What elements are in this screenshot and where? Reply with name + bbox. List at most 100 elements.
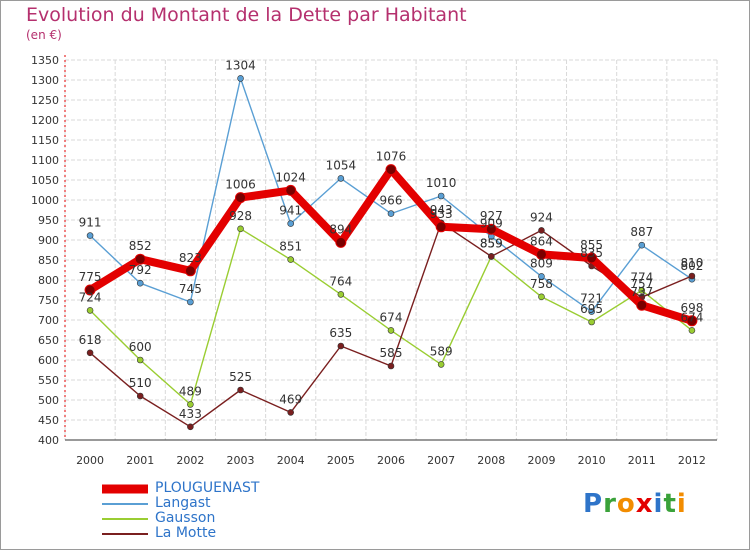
y-tick-label: 1050 [31, 174, 59, 187]
data-label-plouguenast: 894 [329, 222, 352, 236]
data-point-gausson [588, 318, 595, 326]
data-label-langast: 745 [179, 282, 202, 296]
data-point-langast [287, 220, 294, 227]
y-tick-label: 1350 [31, 54, 59, 67]
y-tick-label: 800 [38, 274, 59, 287]
data-point-plouguenast [134, 253, 146, 265]
y-tick-label: 1150 [31, 134, 59, 147]
y-tick-label: 400 [38, 434, 59, 447]
data-label-la-motte: 635 [329, 326, 352, 340]
x-tick-label: 2011 [628, 454, 656, 467]
logo-letter: r [603, 489, 617, 519]
data-label-plouguenast: 852 [129, 239, 152, 253]
data-label-gausson: 674 [380, 310, 403, 324]
data-point-la-motte [237, 386, 244, 394]
data-point-la-motte [337, 342, 345, 350]
data-label-langast: 941 [279, 204, 302, 218]
data-label-langast: 909 [480, 216, 503, 230]
legend-label-gausson: Gausson [155, 510, 216, 526]
legend-label-langast: Langast [155, 495, 211, 511]
data-point-langast [187, 298, 194, 306]
data-label-langast: 1010 [426, 176, 457, 190]
logo-letter: i [676, 489, 687, 519]
data-label-plouguenast: 775 [79, 270, 102, 284]
data-point-gausson [538, 293, 545, 301]
data-point-langast [337, 175, 345, 182]
data-point-plouguenast [485, 223, 497, 235]
data-point-plouguenast [586, 252, 598, 264]
data-point-gausson [387, 327, 395, 334]
x-tick-label: 2007 [427, 454, 455, 467]
data-point-plouguenast [235, 192, 247, 204]
data-point-gausson [437, 361, 445, 368]
data-label-la-motte: 525 [229, 370, 252, 384]
legend-swatch-langast [102, 503, 148, 505]
data-label-la-motte: 585 [380, 346, 403, 360]
legend-label-plouguenast: PLOUGUENAST [155, 480, 260, 496]
data-label-plouguenast: 864 [530, 234, 553, 248]
data-point-plouguenast [636, 299, 648, 311]
data-point-gausson [688, 327, 696, 334]
data-label-gausson: 859 [480, 236, 503, 250]
data-point-gausson [86, 307, 94, 314]
data-point-gausson [287, 256, 294, 263]
data-point-la-motte [387, 362, 395, 370]
data-label-plouguenast: 855 [580, 238, 603, 252]
data-label-plouguenast: 1006 [225, 178, 256, 192]
data-label-langast: 721 [580, 292, 603, 306]
data-label-plouguenast: 927 [480, 209, 503, 223]
x-tick-label: 2010 [578, 454, 606, 467]
data-label-langast: 792 [129, 263, 152, 277]
data-point-gausson [237, 225, 244, 233]
data-label-plouguenast: 1076 [376, 150, 407, 164]
data-point-plouguenast [335, 236, 347, 248]
data-point-gausson [187, 401, 194, 408]
y-tick-label: 550 [38, 374, 59, 387]
data-label-gausson: 774 [630, 270, 653, 284]
data-label-langast: 802 [680, 259, 703, 273]
y-tick-label: 900 [38, 234, 59, 247]
data-label-plouguenast: 933 [430, 207, 453, 221]
y-tick-label: 1000 [31, 194, 59, 207]
legend-label-la-motte: La Motte [155, 525, 217, 541]
data-point-gausson [638, 287, 646, 294]
data-label-la-motte: 618 [79, 333, 102, 347]
legend-swatch-plouguenast [102, 484, 148, 494]
x-tick-label: 2001 [126, 454, 154, 467]
data-label-gausson: 758 [530, 277, 553, 291]
data-label-plouguenast: 737 [630, 285, 653, 299]
y-tick-label: 1200 [31, 114, 59, 127]
y-tick-label: 500 [38, 394, 59, 407]
data-label-langast: 809 [530, 256, 553, 270]
data-point-plouguenast [84, 284, 96, 296]
data-label-langast: 1054 [326, 158, 357, 172]
x-tick-label: 2003 [227, 454, 255, 467]
data-point-langast [136, 279, 144, 287]
data-point-la-motte [187, 423, 194, 431]
y-tick-label: 450 [38, 414, 59, 427]
y-tick-label: 850 [38, 254, 59, 267]
x-tick-label: 2009 [527, 454, 555, 467]
data-label-gausson: 764 [329, 274, 352, 288]
x-tick-label: 2004 [277, 454, 305, 467]
y-tick-label: 650 [38, 334, 59, 347]
data-label-gausson: 851 [279, 240, 302, 254]
data-point-la-motte [688, 272, 696, 280]
y-tick-label: 1300 [31, 74, 59, 87]
data-label-langast: 966 [380, 194, 403, 208]
data-label-gausson: 928 [229, 209, 252, 223]
data-label-plouguenast: 1024 [275, 170, 306, 184]
data-point-langast [387, 210, 395, 217]
data-point-plouguenast [285, 184, 297, 196]
data-label-la-motte: 757 [630, 277, 653, 291]
data-point-langast [437, 192, 445, 200]
data-label-plouguenast: 698 [680, 301, 703, 315]
data-point-plouguenast [535, 248, 547, 260]
data-point-la-motte [136, 392, 144, 400]
data-label-langast: 911 [79, 216, 102, 230]
data-label-langast: 887 [630, 225, 653, 239]
data-point-plouguenast [686, 315, 698, 327]
legend-swatch-la-motte [102, 533, 148, 535]
data-point-plouguenast [184, 265, 196, 277]
data-point-plouguenast [385, 164, 397, 176]
